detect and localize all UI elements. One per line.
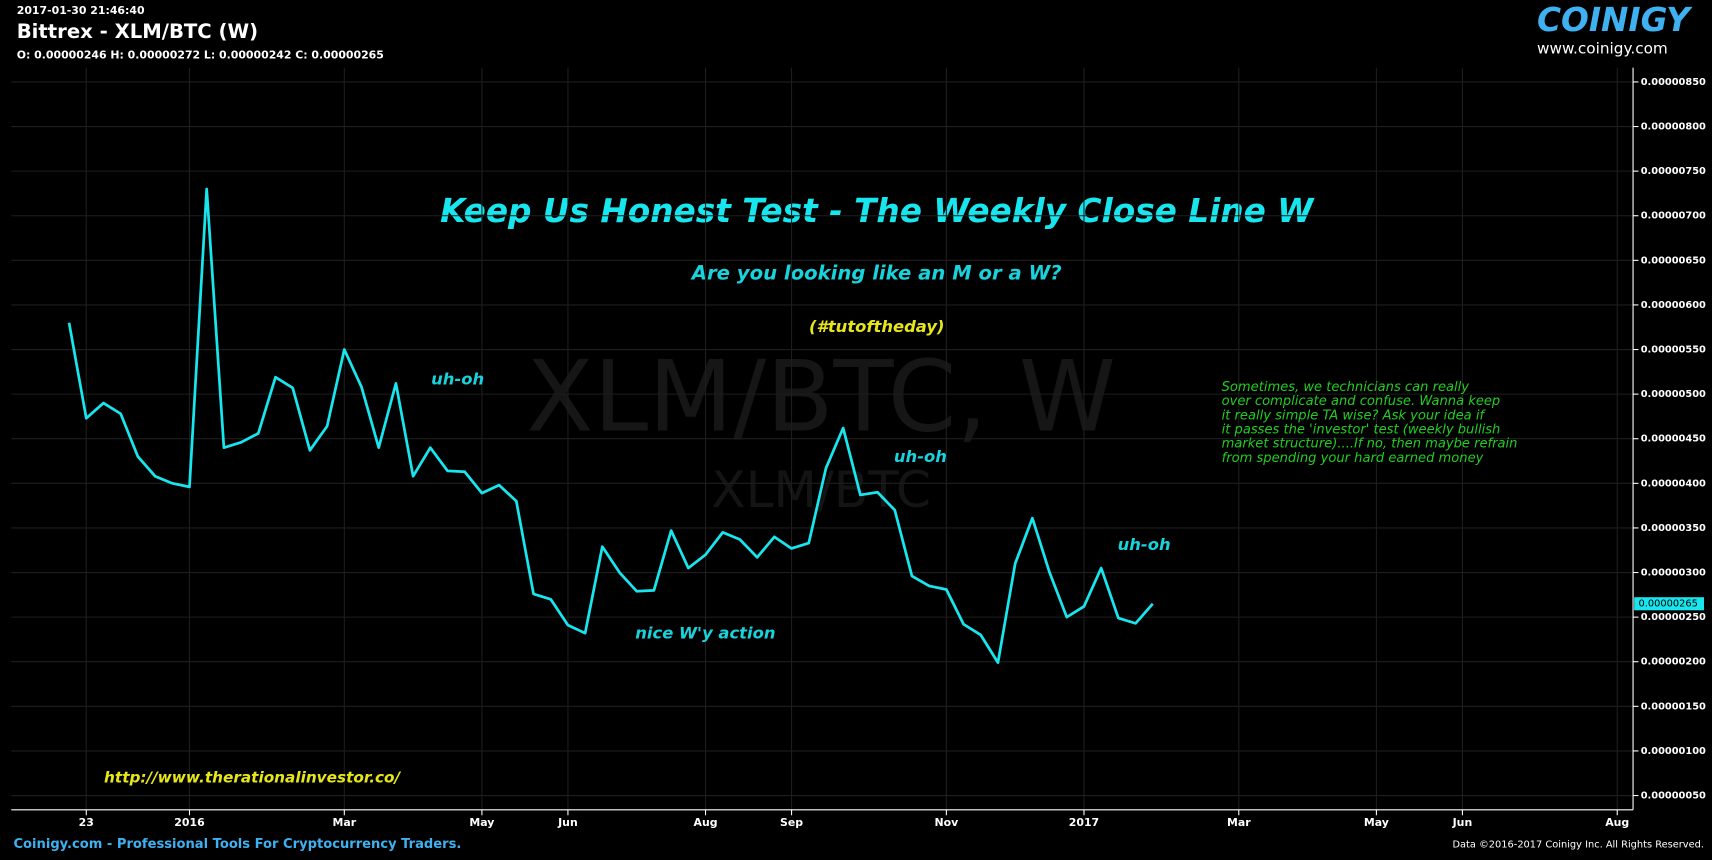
- y-tick-label: 0.00000800: [1641, 122, 1706, 133]
- x-tick-label: Aug: [694, 816, 718, 829]
- x-tick-label: Jun: [557, 816, 578, 829]
- y-tick-label: 0.00000500: [1641, 389, 1706, 400]
- annotation: uh-oh: [894, 447, 947, 466]
- x-tick-label: Mar: [333, 816, 357, 829]
- annotation: nice W'y action: [635, 624, 775, 643]
- annotation-subtitle: Are you looking like an M or a W?: [690, 261, 1062, 284]
- note-line: it really simple TA wise? Ask your idea …: [1222, 408, 1487, 423]
- y-tick-label: 0.00000300: [1641, 568, 1706, 579]
- annotation: uh-oh: [431, 369, 484, 388]
- y-tick-label: 0.00000750: [1641, 166, 1706, 177]
- y-tick-label: 0.00000250: [1641, 612, 1706, 623]
- note-line: Sometimes, we technicians can really: [1222, 380, 1470, 395]
- x-tick-label: Nov: [934, 816, 958, 829]
- y-tick-label: 0.00000700: [1641, 211, 1706, 222]
- x-tick-label: Mar: [1227, 816, 1251, 829]
- logo-url: www.coinigy.com: [1537, 40, 1668, 58]
- x-tick-label: Sep: [780, 816, 803, 829]
- y-tick-label: 0.00000150: [1641, 701, 1706, 712]
- ohlc: O: 0.00000246 H: 0.00000272 L: 0.0000024…: [17, 49, 384, 62]
- watermark: XLM/BTC, W: [526, 341, 1116, 455]
- note-line: over complicate and confuse. Wanna keep: [1222, 394, 1501, 409]
- annotation: http://www.therationalinvestor.co/: [104, 769, 402, 787]
- footer-left: Coinigy.com - Professional Tools For Cry…: [13, 837, 461, 852]
- close-line: [67, 187, 1154, 664]
- note-line: from spending your hard earned money: [1222, 451, 1484, 466]
- y-tick-label: 0.00000850: [1641, 77, 1706, 88]
- annotation-title: Keep Us Honest Test - The Weekly Close L…: [440, 192, 1315, 230]
- symbol-title: Bittrex - XLM/BTC (W): [17, 20, 258, 43]
- x-tick-label: 23: [79, 816, 94, 829]
- x-tick-label: May: [469, 816, 494, 829]
- y-tick-label: 0.00000100: [1641, 746, 1706, 757]
- y-tick-label: 0.00000550: [1641, 345, 1706, 356]
- y-tick-label: 0.00000200: [1641, 657, 1706, 668]
- note-line: market structure)....If no, then maybe r…: [1222, 437, 1518, 452]
- logo: COINIGY: [1537, 1, 1693, 39]
- y-tick-label: 0.00000400: [1641, 478, 1706, 489]
- annotation: (#tutoftheday): [809, 317, 944, 336]
- timestamp: 2017-01-30 21:46:40: [17, 4, 145, 17]
- y-tick-label: 0.00000600: [1641, 300, 1706, 311]
- annotation: uh-oh: [1118, 535, 1171, 554]
- x-tick-label: Aug: [1605, 816, 1629, 829]
- x-tick-label: May: [1364, 816, 1389, 829]
- x-tick-label: 2017: [1069, 816, 1099, 829]
- x-tick-label: 2016: [174, 816, 204, 829]
- footer-right: Data ©2016-2017 Coinigy Inc. All Rights …: [1452, 840, 1704, 851]
- x-tick-label: Jun: [1452, 816, 1473, 829]
- y-tick-label: 0.00000350: [1641, 523, 1706, 534]
- last-price-box: [1634, 597, 1704, 611]
- last-price-label: 0.00000265: [1639, 599, 1698, 610]
- y-tick-label: 0.00000650: [1641, 255, 1706, 266]
- note-line: it passes the 'investor' test (weekly bu…: [1222, 423, 1501, 438]
- y-tick-label: 0.00000050: [1641, 791, 1706, 802]
- y-tick-label: 0.00000450: [1641, 434, 1706, 445]
